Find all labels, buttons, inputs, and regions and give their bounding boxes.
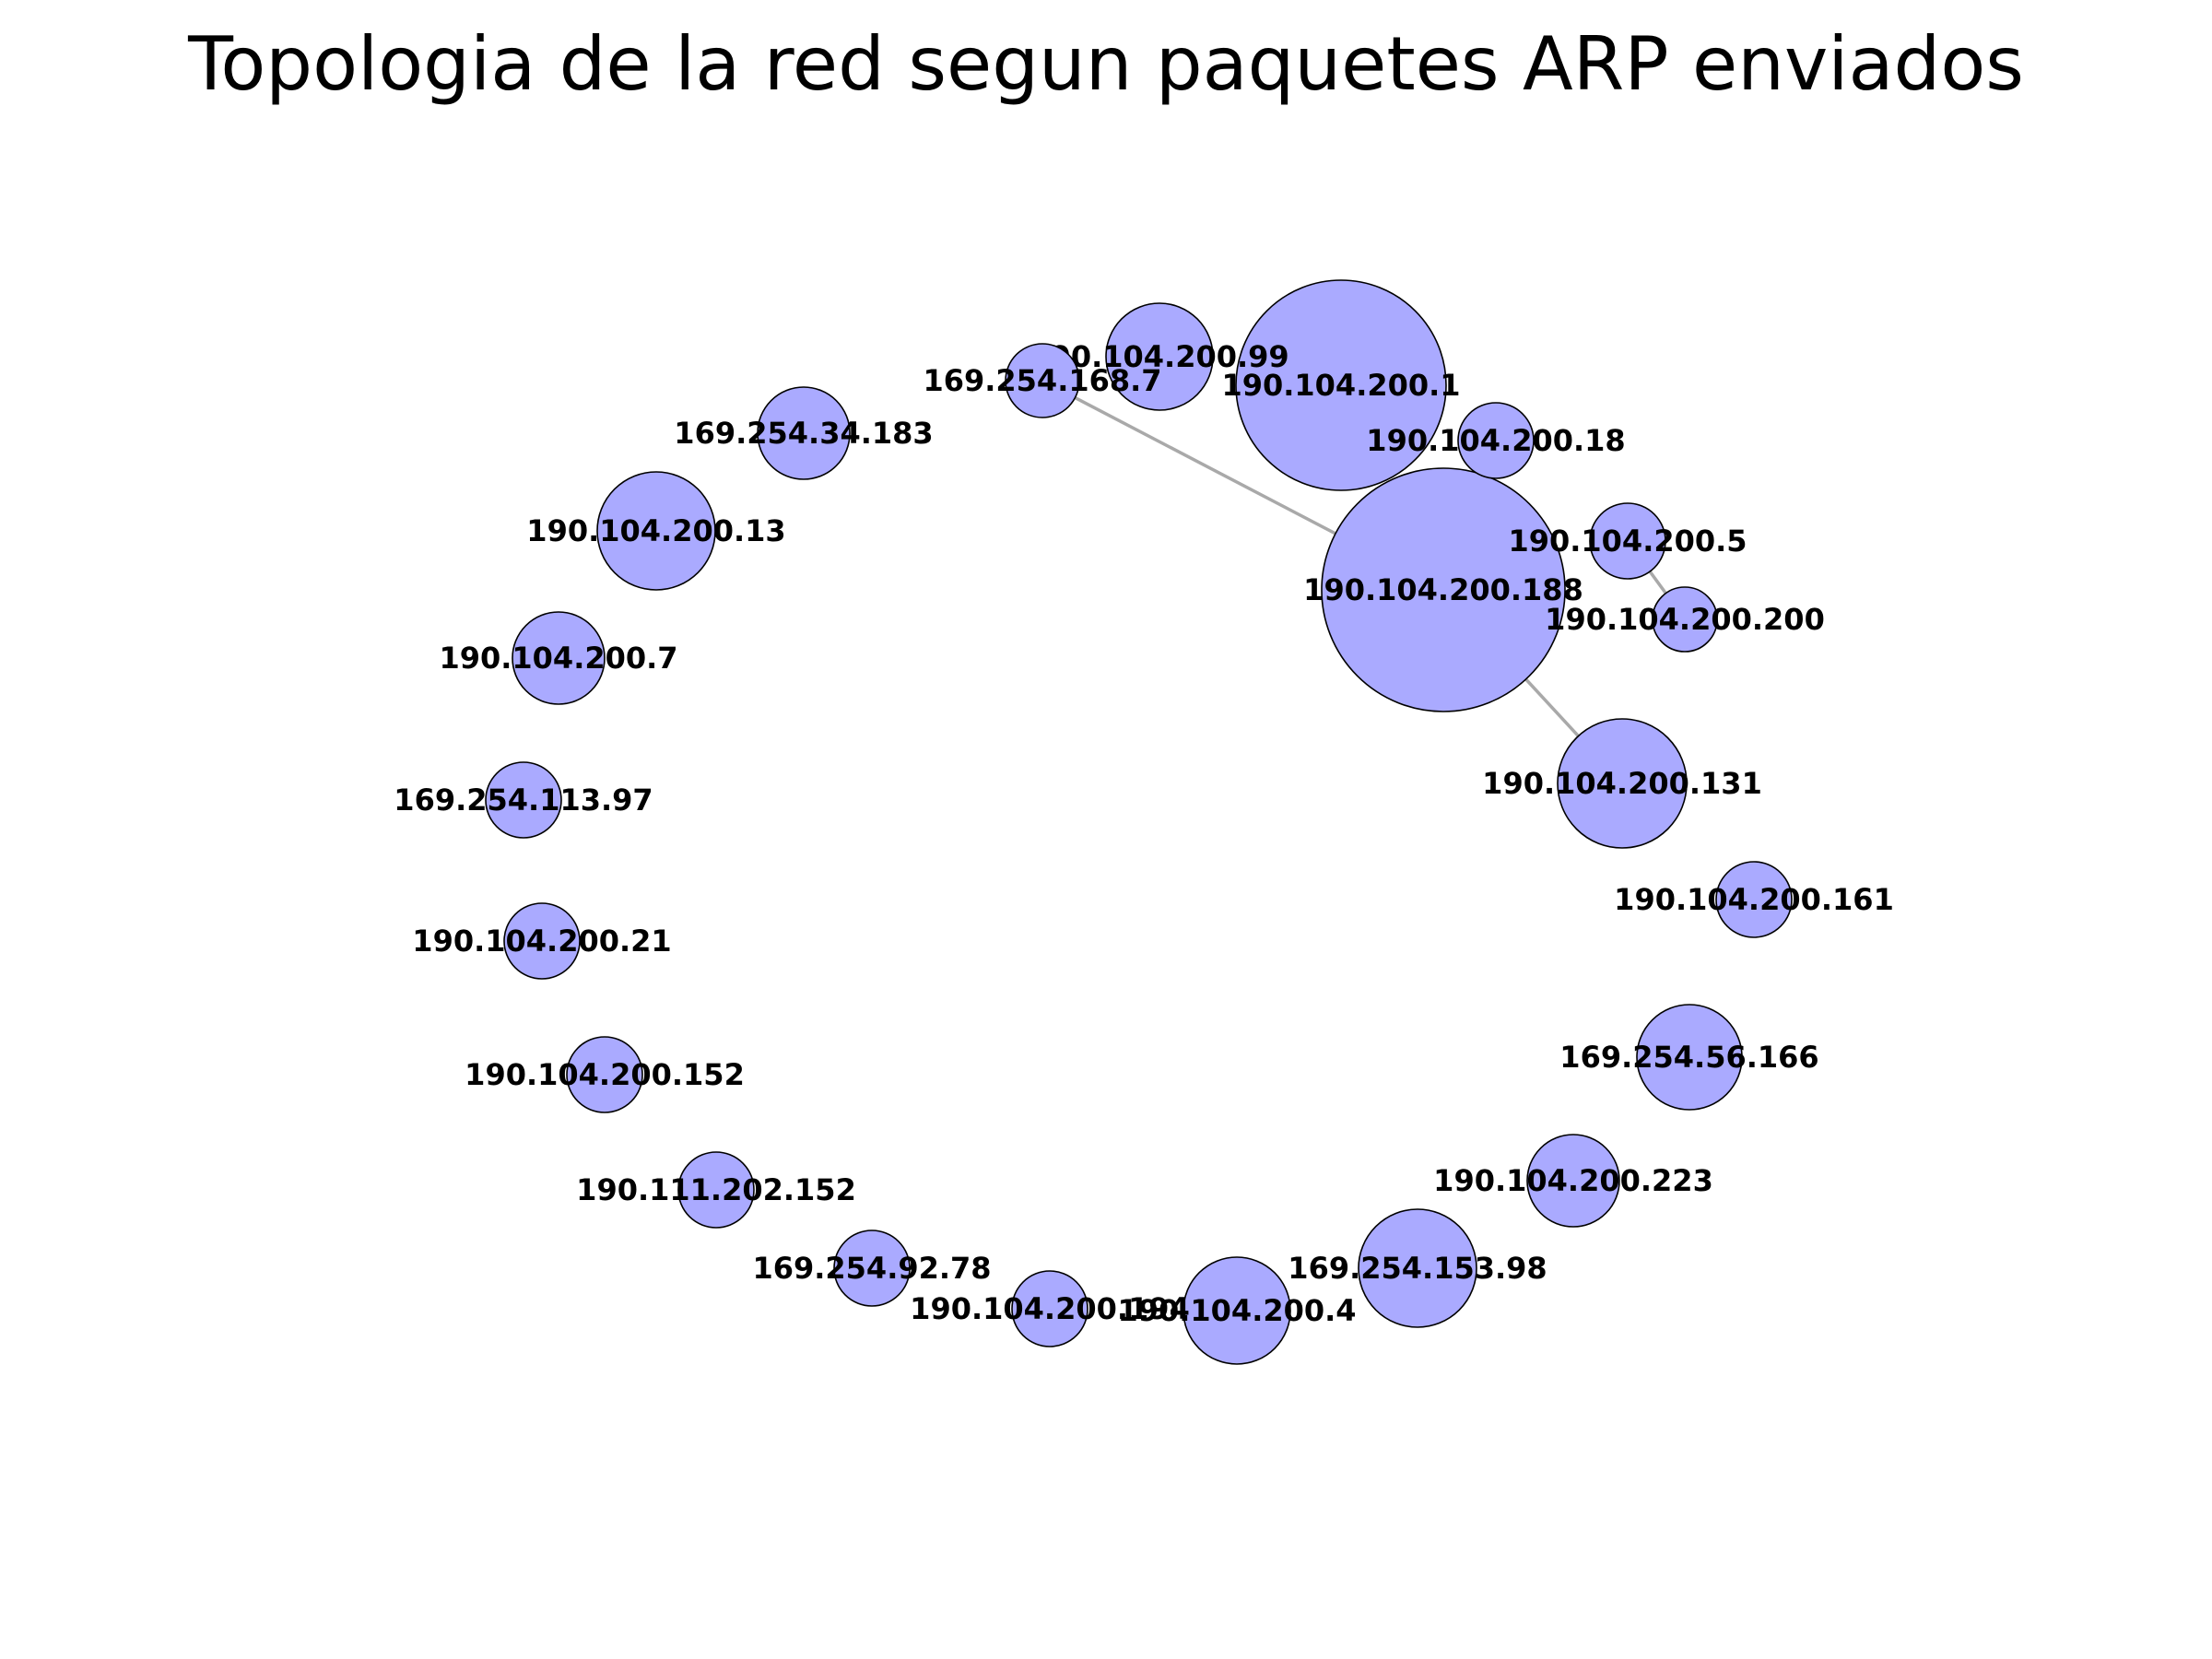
- node-circle: [1105, 302, 1214, 411]
- node-circle: [485, 761, 562, 839]
- node-circle: [833, 1230, 911, 1307]
- node-190-104-200-18: 190.104.200.18: [1366, 402, 1626, 479]
- node-190-104-200-131: 190.104.200.131: [1482, 718, 1762, 849]
- node-190-104-200-194: 190.104.200.194: [910, 1270, 1190, 1347]
- node-label: 190.111.202.152: [576, 1172, 856, 1207]
- node-label: 190.104.200.4: [1117, 1293, 1356, 1328]
- node-190-104-200-223: 190.104.200.223: [1433, 1134, 1713, 1228]
- node-circle: [1358, 1208, 1477, 1328]
- node-circle: [1321, 467, 1566, 712]
- node-circle: [1526, 1134, 1620, 1228]
- node-label: 169.254.113.97: [394, 782, 653, 818]
- node-circle: [1589, 502, 1666, 580]
- node-190-104-200-1: 190.104.200.1: [1221, 279, 1461, 491]
- node-circle: [512, 611, 606, 705]
- node-169-254-34-183: 169.254.34.183: [674, 386, 934, 480]
- node-190-104-200-4: 190.104.200.4: [1117, 1256, 1357, 1365]
- node-label: 190.104.200.161: [1614, 882, 1894, 917]
- node-circle: [503, 902, 581, 980]
- node-circle: [1652, 586, 1718, 653]
- node-label: 169.254.153.98: [1288, 1251, 1547, 1286]
- node-190-104-200-7: 190.104.200.7: [439, 611, 678, 705]
- node-label: 169.254.56.166: [1559, 1040, 1818, 1075]
- node-label: 190.104.200.18: [1366, 423, 1625, 458]
- node-label: 190.104.200.131: [1482, 766, 1762, 801]
- node-circle: [1182, 1256, 1291, 1365]
- node-label: 190.104.200.1: [1221, 368, 1460, 403]
- node-label: 190.104.200.13: [526, 513, 785, 548]
- node-circle: [1235, 279, 1447, 491]
- node-169-254-153-98: 169.254.153.98: [1288, 1208, 1547, 1328]
- node-label: 169.254.168.7: [923, 363, 1161, 398]
- nodes-layer: 190.104.200.1190.104.200.188190.104.200.…: [394, 279, 1894, 1365]
- node-label: 169.254.92.78: [752, 1251, 991, 1286]
- node-190-104-200-21: 190.104.200.21: [412, 902, 672, 980]
- node-label: 190.104.200.7: [439, 641, 677, 676]
- node-190-104-200-13: 190.104.200.13: [526, 471, 786, 591]
- node-label: 190.104.200.21: [412, 924, 671, 959]
- node-169-254-56-166: 169.254.56.166: [1559, 1004, 1819, 1111]
- node-169-254-113-97: 169.254.113.97: [394, 761, 653, 839]
- node-circle: [1636, 1004, 1743, 1111]
- node-circle: [677, 1151, 755, 1229]
- node-190-104-200-188: 190.104.200.188: [1303, 467, 1583, 712]
- node-190-104-200-161: 190.104.200.161: [1614, 861, 1894, 938]
- node-label: 169.254.34.183: [674, 416, 933, 451]
- node-circle: [566, 1036, 643, 1113]
- node-label: 190.104.200.188: [1303, 572, 1583, 607]
- node-circle: [1557, 718, 1688, 849]
- node-circle: [1011, 1270, 1088, 1347]
- node-label: 190.104.200.152: [465, 1057, 745, 1092]
- node-169-254-92-78: 169.254.92.78: [752, 1230, 992, 1307]
- diagram-title: Topologia de la red segun paquetes ARP e…: [188, 21, 2024, 107]
- node-circle: [596, 471, 716, 591]
- node-190-104-200-99: 190.104.200.99: [1030, 302, 1289, 411]
- node-label: 190.104.200.194: [910, 1291, 1190, 1326]
- node-label: 190.104.200.200: [1545, 602, 1825, 637]
- node-169-254-168-7: 169.254.168.7: [923, 343, 1162, 418]
- node-circle: [1005, 343, 1080, 418]
- node-circle: [1457, 402, 1535, 479]
- node-circle: [757, 386, 851, 480]
- node-circle: [1715, 861, 1793, 938]
- node-label: 190.104.200.223: [1433, 1163, 1713, 1198]
- node-190-104-200-152: 190.104.200.152: [465, 1036, 745, 1113]
- node-190-104-200-200: 190.104.200.200: [1545, 586, 1825, 653]
- node-190-111-202-152: 190.111.202.152: [576, 1151, 856, 1229]
- node-190-104-200-5: 190.104.200.5: [1508, 502, 1747, 580]
- node-label: 190.104.200.5: [1508, 524, 1747, 559]
